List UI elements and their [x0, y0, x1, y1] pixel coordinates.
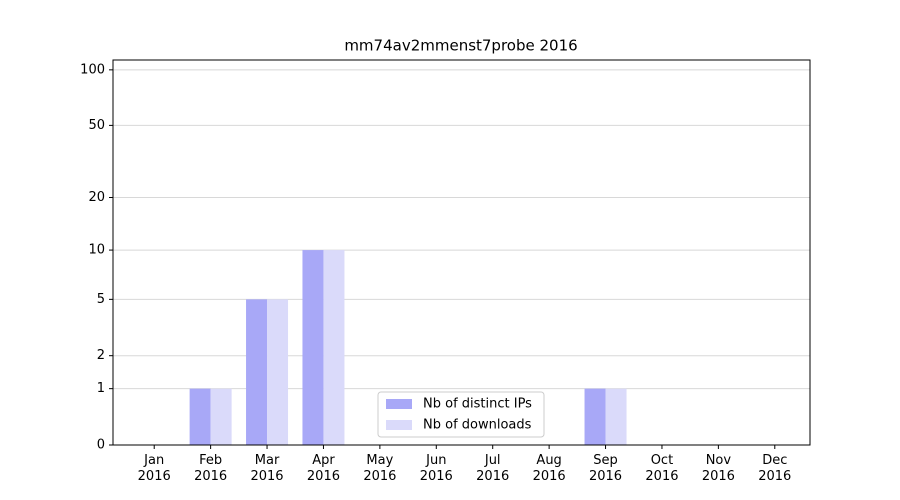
- y-tick-label: 2: [97, 348, 105, 363]
- bar: [267, 299, 289, 445]
- y-tick-label: 5: [97, 292, 105, 307]
- x-tick-label: Mar 2016: [250, 453, 284, 484]
- legend-swatch: [386, 420, 412, 430]
- x-tick-label: Jul 2016: [476, 453, 510, 484]
- x-tick-label: Apr 2016: [306, 453, 340, 484]
- y-tick-label: 0: [97, 438, 105, 453]
- legend-swatch: [386, 399, 412, 409]
- bar: [189, 388, 211, 445]
- y-tick-label: 50: [88, 118, 105, 133]
- x-tick-label: Feb 2016: [194, 453, 228, 484]
- x-tick-label: Aug 2016: [532, 453, 566, 484]
- y-tick-label: 1: [97, 381, 105, 396]
- legend-label: Nb of distinct IPs: [423, 397, 532, 412]
- bar: [210, 388, 232, 445]
- y-tick-label: 20: [88, 190, 105, 205]
- y-tick-label: 10: [88, 243, 105, 258]
- bar: [323, 250, 345, 445]
- plot-frame: [112, 59, 811, 446]
- y-tick-label: 100: [80, 62, 105, 77]
- bar: [302, 250, 324, 445]
- legend-label: Nb of downloads: [423, 418, 532, 433]
- chart-title: mm74av2mmenst7probe 2016: [344, 37, 577, 55]
- bar: [246, 299, 268, 445]
- x-tick-label: May 2016: [363, 453, 397, 484]
- bar: [584, 388, 606, 445]
- x-tick-label: Oct 2016: [645, 453, 679, 484]
- x-tick-label: Dec 2016: [758, 453, 792, 484]
- x-tick-label: Nov 2016: [701, 453, 735, 484]
- x-tick-label: Jan 2016: [137, 453, 171, 484]
- bar: [605, 388, 627, 445]
- x-tick-label: Jun 2016: [419, 453, 453, 484]
- legend-box: [377, 391, 545, 438]
- x-tick-label: Sep 2016: [588, 453, 623, 484]
